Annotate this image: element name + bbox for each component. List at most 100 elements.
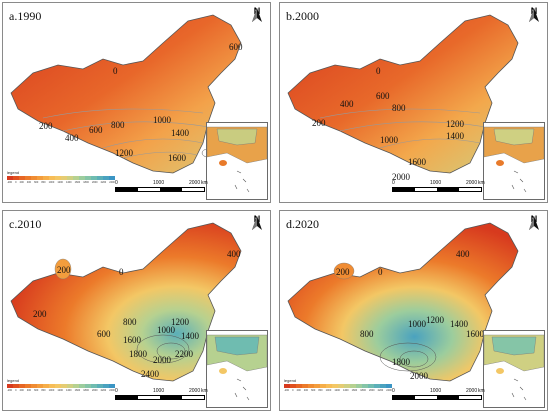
scale-label: 2000: [466, 180, 478, 186]
contour-label: 800: [111, 120, 125, 130]
legend-tick: -200: [7, 389, 13, 392]
legend-swatch: [37, 176, 43, 180]
contour-label: 1400: [181, 331, 200, 341]
contour-label: 0: [119, 267, 124, 277]
contour-label: 0: [376, 66, 381, 76]
contour-label: 0: [378, 267, 383, 277]
contour-label: 2000: [410, 371, 429, 381]
north-arrow-icon: N: [250, 215, 264, 230]
legend-tick: 2000: [368, 389, 375, 392]
legend-swatch: [25, 176, 31, 180]
legend-tick: 600: [34, 389, 39, 392]
legend-swatch: [362, 384, 368, 388]
legend-ticks: -200 0 200 400 600 800 1000 1200 1400 1600 1800 200…: [284, 389, 392, 392]
legend-tick: 2200: [100, 389, 107, 392]
legend-swatch: [37, 384, 43, 388]
legend-swatch: [43, 384, 49, 388]
legend-tick: 600: [311, 389, 316, 392]
legend-tick: 1200: [334, 389, 340, 392]
map-panel-a: 0 200 400 600 800 1000 1200 1400 1600 60…: [2, 2, 271, 203]
legend-swatch: [344, 384, 350, 388]
legend-tick: 1600: [351, 389, 358, 392]
legend-swatch: [386, 384, 392, 388]
legend-tick: 800: [318, 389, 323, 392]
legend-tick: 1600: [74, 181, 81, 184]
legend-swatch: [73, 384, 79, 388]
legend-tick: 2400: [386, 389, 392, 392]
legend-tick: 1000: [48, 389, 55, 392]
legend-swatch: [103, 176, 109, 180]
scale-unit: km: [201, 180, 208, 186]
scale-unit: km: [201, 388, 208, 394]
legend: legend -200 0 200 400 600 800 1000 1200 1400 1600…: [7, 378, 115, 392]
legend-tick: 200: [19, 389, 24, 392]
contour-label: 200: [39, 121, 53, 131]
china-map-c: 0 200 200 400 600 800 1000 1200 1400 160…: [10, 222, 242, 382]
legend-tick: 600: [34, 181, 39, 184]
contour-label: 200: [312, 118, 326, 128]
legend-swatch: [109, 176, 115, 180]
legend-ticks: -200 0 200 400 600 800 1000 1200 1400 1600 1800 200…: [7, 389, 115, 392]
scale-bar: 0 1000 2000 km: [392, 388, 485, 400]
contour-label: 1000: [380, 135, 399, 145]
china-landmass: [10, 222, 242, 382]
legend-title: legend: [7, 170, 20, 175]
legend-swatch: [380, 384, 386, 388]
legend-swatch: [97, 384, 103, 388]
panel-title: d.2020: [286, 217, 319, 231]
legend-tick: 0: [15, 389, 17, 392]
legend-tick: 200: [19, 181, 24, 184]
legend-tick: 1600: [74, 389, 81, 392]
legend-swatch: [296, 384, 302, 388]
legend-swatch: [31, 384, 37, 388]
legend-swatch: [7, 176, 13, 180]
legend-tick: 2400: [109, 181, 115, 184]
contour-label: 1400: [450, 319, 469, 329]
legend-swatch: [19, 176, 25, 180]
legend-tick: 1400: [65, 181, 72, 184]
contour-label: 200: [336, 267, 350, 277]
panel-title: a.1990: [9, 9, 42, 23]
china-map-a: 0 200 400 600 800 1000 1200 1400 1600 60…: [10, 14, 243, 174]
contour-label: 1200: [446, 119, 465, 129]
legend-swatch: [61, 176, 67, 180]
contour-label: 800: [123, 317, 137, 327]
china-map-b: 0 200 400 600 800 1000 1200 1400 1600 20…: [287, 14, 519, 182]
legend-tick: 1800: [83, 181, 89, 184]
legend-swatch: [91, 384, 97, 388]
map-panel-b: 0 200 400 600 800 1000 1200 1400 1600 20…: [279, 2, 548, 203]
scale-label: 1000: [153, 180, 165, 186]
map-panel-c: 0 200 200 400 600 800 1000 1200 1400 160…: [2, 210, 271, 411]
legend-swatch: [19, 384, 25, 388]
scale-label: 0: [115, 388, 118, 394]
legend-swatch: [308, 384, 314, 388]
legend-tick: -200: [284, 389, 290, 392]
legend: legend -200 0 200 400 600 800 1000 1200 1400 1600…: [7, 170, 115, 184]
legend-swatch: [73, 176, 79, 180]
contour-label: 1600: [408, 157, 427, 167]
south-china-sea-inset: [483, 122, 545, 200]
scale-bar: 0 1000 2000 km: [392, 180, 485, 192]
legend-tick: -200: [7, 181, 13, 184]
contour-label: 2000: [392, 172, 411, 182]
legend-title: legend: [7, 378, 20, 383]
contour-label: 1600: [168, 153, 187, 163]
scale-bar: 0 1000 2000 km: [115, 180, 208, 192]
contour-label: 400: [340, 99, 354, 109]
legend-tick: 800: [41, 389, 46, 392]
legend-color-bar: [7, 176, 115, 180]
legend-swatch: [49, 384, 55, 388]
contour-label: 1200: [426, 315, 445, 325]
legend-swatch: [326, 384, 332, 388]
contour-label: 1000: [157, 325, 176, 335]
legend-swatch: [91, 176, 97, 180]
scale-label: 1000: [430, 180, 442, 186]
legend-swatch: [314, 384, 320, 388]
scale-label: 0: [392, 180, 395, 186]
legend-swatch: [79, 384, 85, 388]
contour-label: 400: [227, 249, 241, 259]
scale-label: 2000: [466, 388, 478, 394]
legend-swatch: [302, 384, 308, 388]
panel-title: c.2010: [9, 217, 42, 231]
